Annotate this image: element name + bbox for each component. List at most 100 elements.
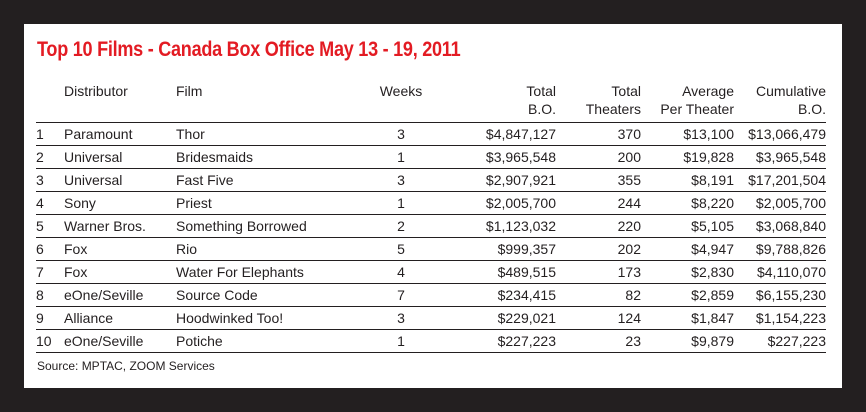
total-bo-cell: $2,005,700 xyxy=(485,195,556,211)
film-cell: Source Code xyxy=(176,287,258,303)
weeks-cell: 4 xyxy=(397,264,405,280)
distributor-cell: Fox xyxy=(64,264,88,280)
header-average-line1: Average xyxy=(682,83,734,99)
header-cumulative-line1: Cumulative xyxy=(755,83,826,99)
header-rank xyxy=(36,82,64,123)
cumulative-cell: $6,155,230 xyxy=(755,287,826,303)
header-total-theaters: Total Theaters xyxy=(556,82,641,123)
total-bo-cell: $2,907,921 xyxy=(485,172,556,188)
cumulative-cell: $3,068,840 xyxy=(755,218,826,234)
table-row: 2 Universal Bridesmaids 1 $3,965,548 200… xyxy=(36,145,826,169)
table-row: 9 Alliance Hoodwinked Too! 3 $229,021 12… xyxy=(36,306,826,330)
header-total-bo-line1: Total xyxy=(526,83,556,99)
theaters-cell: 370 xyxy=(617,126,641,142)
film-cell: Potiche xyxy=(176,333,223,349)
table-row: 8 eOne/Seville Source Code 7 $234,415 82… xyxy=(36,283,826,307)
total-bo-cell: $229,021 xyxy=(497,310,556,326)
table-row: 6 Fox Rio 5 $999,357 202 $4,947 $9,788,8… xyxy=(36,237,826,261)
total-bo-cell: $227,223 xyxy=(497,333,556,349)
cumulative-cell: $17,201,504 xyxy=(748,172,826,188)
average-cell: $2,830 xyxy=(691,264,734,280)
weeks-cell: 2 xyxy=(397,218,405,234)
cumulative-cell: $3,965,548 xyxy=(755,149,826,165)
theaters-cell: 173 xyxy=(617,264,641,280)
cumulative-cell: $1,154,223 xyxy=(755,310,826,326)
distributor-cell: Sony xyxy=(64,195,96,211)
film-cell: Bridesmaids xyxy=(176,149,254,165)
cumulative-cell: $9,788,826 xyxy=(755,241,826,257)
header-total-bo-line2: B.O. xyxy=(527,101,556,117)
weeks-cell: 1 xyxy=(397,333,405,349)
total-bo-cell: $999,357 xyxy=(497,241,556,257)
film-cell: Priest xyxy=(176,195,212,211)
weeks-cell: 3 xyxy=(397,310,405,326)
source-note: Source: MPTAC, ZOOM Services xyxy=(37,359,215,373)
distributor-cell: Paramount xyxy=(64,126,133,142)
average-cell: $8,191 xyxy=(691,172,734,188)
header-weeks: Weeks xyxy=(379,83,423,99)
rank-cell: 6 xyxy=(36,241,44,257)
average-cell: $8,220 xyxy=(691,195,734,211)
total-bo-cell: $4,847,127 xyxy=(485,126,556,142)
rank-cell: 1 xyxy=(36,126,44,142)
average-cell: $19,828 xyxy=(683,149,734,165)
film-cell: Hoodwinked Too! xyxy=(176,310,284,326)
rank-cell: 8 xyxy=(36,287,44,303)
rank-cell: 7 xyxy=(36,264,44,280)
total-bo-cell: $489,515 xyxy=(497,264,556,280)
weeks-cell: 3 xyxy=(397,126,405,142)
header-film: Film xyxy=(176,83,203,99)
theaters-cell: 244 xyxy=(617,195,641,211)
rank-cell: 5 xyxy=(36,218,44,234)
theaters-cell: 200 xyxy=(617,149,641,165)
cumulative-cell: $13,066,479 xyxy=(748,126,826,142)
weeks-cell: 1 xyxy=(397,195,405,211)
weeks-cell: 5 xyxy=(397,241,405,257)
total-bo-cell: $234,415 xyxy=(497,287,556,303)
rank-cell: 4 xyxy=(36,195,44,211)
theaters-cell: 82 xyxy=(625,287,641,303)
distributor-cell: Universal xyxy=(64,149,123,165)
weeks-cell: 3 xyxy=(397,172,405,188)
film-cell: Thor xyxy=(176,126,205,142)
header-average-line2: Per Theater xyxy=(660,101,734,117)
table-header-row: Distributor Film Weeks Total B.O. Total … xyxy=(36,82,826,123)
distributor-cell: eOne/Seville xyxy=(64,287,144,303)
total-bo-cell: $1,123,032 xyxy=(485,218,556,234)
table-row: 3 Universal Fast Five 3 $2,907,921 355 $… xyxy=(36,168,826,192)
header-distributor: Distributor xyxy=(64,83,128,99)
table-row: 7 Fox Water For Elephants 4 $489,515 173… xyxy=(36,260,826,284)
distributor-cell: eOne/Seville xyxy=(64,333,144,349)
table-row: 1 Paramount Thor 3 $4,847,127 370 $13,10… xyxy=(36,122,826,146)
theaters-cell: 202 xyxy=(617,241,641,257)
film-cell: Rio xyxy=(176,241,198,257)
cumulative-cell: $227,223 xyxy=(767,333,826,349)
cumulative-cell: $4,110,070 xyxy=(756,264,826,280)
theaters-cell: 355 xyxy=(617,172,641,188)
weeks-cell: 7 xyxy=(397,287,405,303)
header-cumulative-line2: B.O. xyxy=(797,101,826,117)
distributor-cell: Warner Bros. xyxy=(64,218,146,234)
table-row: 4 Sony Priest 1 $2,005,700 244 $8,220 $2… xyxy=(36,191,826,215)
cumulative-cell: $2,005,700 xyxy=(755,195,826,211)
average-cell: $2,859 xyxy=(691,287,734,303)
rank-cell: 10 xyxy=(36,333,52,349)
total-bo-cell: $3,965,548 xyxy=(485,149,556,165)
distributor-cell: Fox xyxy=(64,241,88,257)
rank-cell: 3 xyxy=(36,172,44,188)
distributor-cell: Alliance xyxy=(64,310,114,326)
film-cell: Water For Elephants xyxy=(176,264,304,280)
average-cell: $9,879 xyxy=(691,333,734,349)
header-cumulative: Cumulative B.O. xyxy=(734,82,826,123)
box-office-panel: Top 10 Films - Canada Box Office May 13 … xyxy=(24,24,842,388)
table-row: 10 eOne/Seville Potiche 1 $227,223 23 $9… xyxy=(36,329,826,353)
distributor-cell: Universal xyxy=(64,172,123,188)
average-cell: $5,105 xyxy=(691,218,734,234)
weeks-cell: 1 xyxy=(397,149,405,165)
average-cell: $4,947 xyxy=(691,241,734,257)
table-row: 5 Warner Bros. Something Borrowed 2 $1,1… xyxy=(36,214,826,238)
theaters-cell: 220 xyxy=(617,218,641,234)
film-cell: Something Borrowed xyxy=(176,218,307,234)
average-cell: $1,847 xyxy=(691,310,734,326)
header-total-theaters-line2: Theaters xyxy=(585,101,641,117)
